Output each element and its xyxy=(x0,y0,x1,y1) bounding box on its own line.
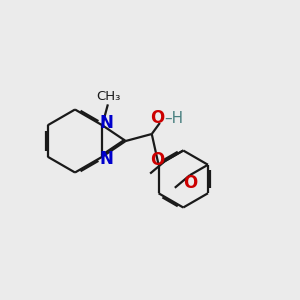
Text: –H: –H xyxy=(165,111,184,126)
Text: N: N xyxy=(99,150,113,168)
Text: O: O xyxy=(150,152,164,169)
Text: O: O xyxy=(183,174,197,192)
Text: N: N xyxy=(99,114,113,132)
Text: CH₃: CH₃ xyxy=(96,90,121,103)
Text: O: O xyxy=(150,110,164,128)
